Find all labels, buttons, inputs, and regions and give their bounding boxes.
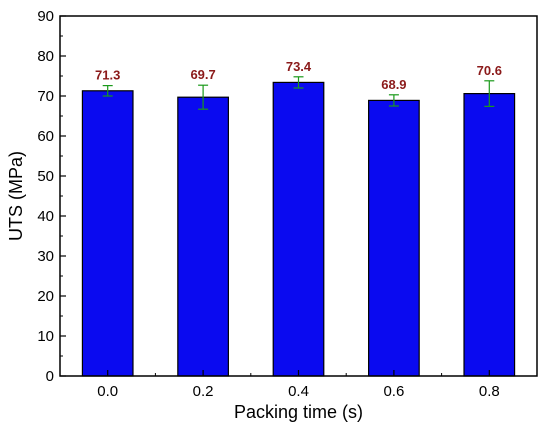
y-tick-label: 40	[37, 208, 54, 225]
bars-group	[81, 81, 516, 377]
y-axis: 0 10 20 30 40 50 60 70 80 90	[37, 8, 66, 385]
bar	[368, 99, 420, 377]
bar-value-label: 69.7	[190, 67, 215, 82]
x-axis: 0.0 0.2 0.4 0.6 0.8	[97, 370, 500, 400]
value-labels-group: 71.3 69.7 73.4 68.9 70.6	[95, 59, 502, 92]
bar	[177, 96, 229, 377]
y-tick-label: 0	[46, 368, 54, 385]
error-bars-group	[102, 76, 495, 110]
y-axis-title: UTS (MPa)	[6, 151, 26, 241]
y-tick-label: 20	[37, 288, 54, 305]
bar	[463, 92, 516, 377]
x-tick-label: 0.8	[479, 383, 500, 400]
x-tick-label: 0.2	[193, 383, 214, 400]
x-tick-label: 0.0	[97, 383, 118, 400]
bar-value-label: 73.4	[286, 59, 312, 74]
x-tick-label: 0.4	[288, 383, 309, 400]
y-tick-label: 30	[37, 248, 54, 265]
bar-value-label: 68.9	[381, 77, 406, 92]
bar-value-label: 71.3	[95, 68, 120, 83]
y-tick-label: 10	[37, 328, 54, 345]
y-tick-label: 60	[37, 128, 54, 145]
y-tick-label: 90	[37, 8, 54, 25]
y-tick-label: 70	[37, 88, 54, 105]
x-tick-label: 0.6	[383, 383, 404, 400]
x-axis-title: Packing time (s)	[234, 402, 363, 422]
bar-value-label: 70.6	[477, 63, 502, 78]
bar	[81, 90, 134, 377]
y-tick-label: 80	[37, 48, 54, 65]
bar	[272, 81, 325, 377]
y-tick-label: 50	[37, 168, 54, 185]
